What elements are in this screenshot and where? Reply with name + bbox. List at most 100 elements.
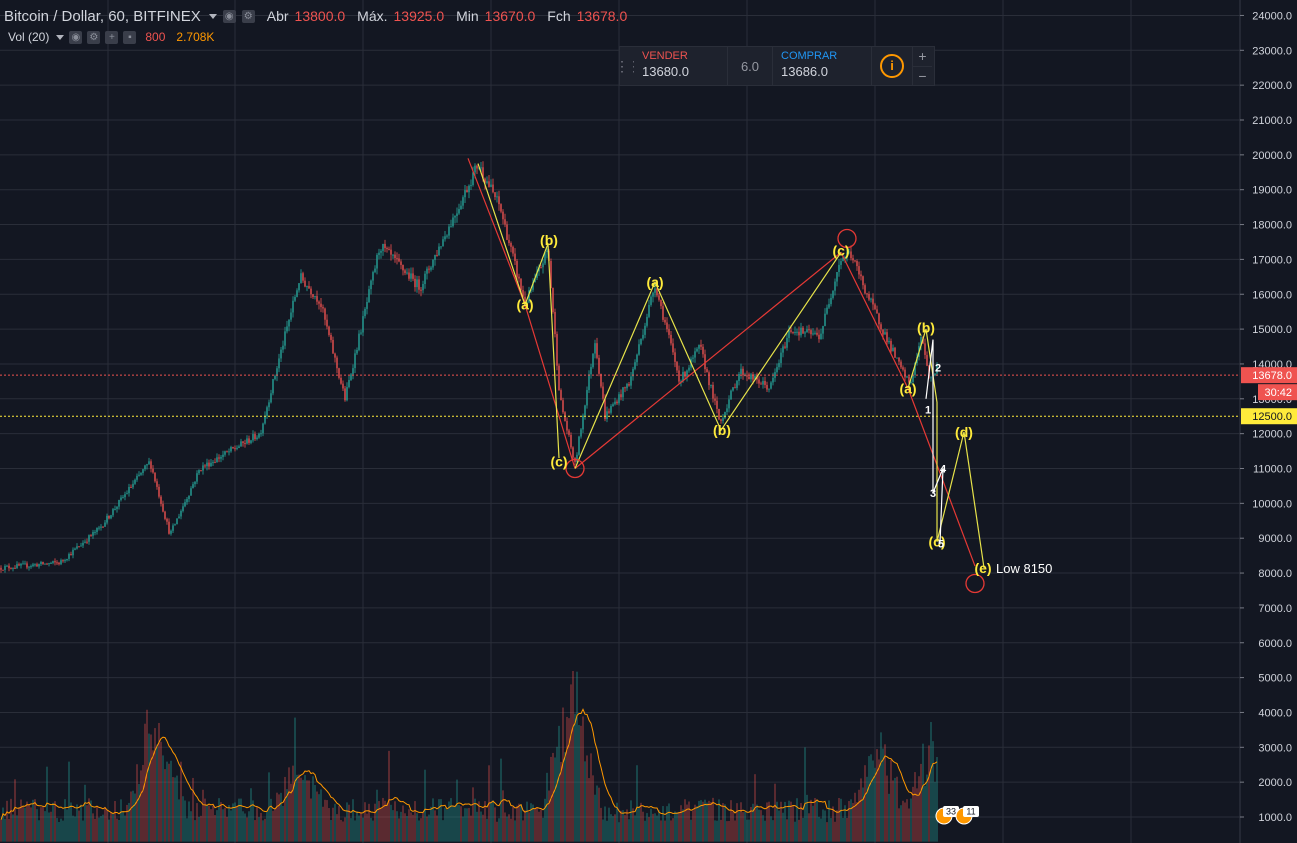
- volume-bar: [638, 806, 640, 842]
- candle-body: [578, 436, 580, 455]
- wave-label: (a): [516, 297, 533, 313]
- wave-label: (d): [955, 424, 973, 440]
- volume-bar: [502, 790, 504, 842]
- increase-quantity-button[interactable]: +: [912, 47, 932, 66]
- price-tick-label: 16000.0: [1252, 289, 1292, 301]
- chevron-down-icon[interactable]: [208, 13, 217, 19]
- volume-bar: [204, 798, 206, 842]
- gear-icon[interactable]: ⚙: [241, 9, 255, 23]
- candle-body: [226, 451, 228, 453]
- buy-button[interactable]: COMPRAR 13686.0: [772, 47, 872, 85]
- volume-bar: [264, 818, 266, 842]
- candle-body: [460, 205, 462, 210]
- candle-body: [900, 361, 902, 368]
- chevron-down-icon[interactable]: [56, 34, 65, 40]
- candle-body: [88, 535, 90, 542]
- candle-body: [816, 332, 818, 335]
- candle-body: [456, 213, 458, 216]
- volume-bar: [828, 800, 830, 842]
- wave-label: 1: [925, 404, 931, 416]
- candle-body: [152, 468, 154, 473]
- candle-body: [842, 257, 844, 262]
- candle-body: [858, 266, 860, 275]
- volume-bar: [918, 776, 920, 842]
- candle-body: [740, 368, 742, 374]
- volume-bar: [394, 801, 396, 842]
- candle-body: [864, 285, 866, 294]
- volume-bar: [254, 820, 256, 842]
- candle-body: [146, 464, 148, 466]
- candle-body: [720, 419, 722, 421]
- volume-bar: [768, 801, 770, 842]
- candle-body: [142, 469, 144, 473]
- volume-bar: [176, 775, 178, 842]
- candle-body: [490, 184, 492, 187]
- volume-bar: [134, 793, 136, 842]
- volume-bar: [588, 778, 590, 842]
- candle-body: [194, 481, 196, 485]
- candle-body: [288, 319, 290, 327]
- wave-label: (b): [917, 319, 935, 335]
- gear-icon[interactable]: ⚙: [87, 30, 101, 44]
- candle-body: [114, 508, 116, 510]
- candle-body: [412, 273, 414, 279]
- volume-bar: [746, 819, 748, 842]
- candle-body: [632, 368, 634, 377]
- volume-bar: [660, 820, 662, 842]
- volume-bar: [664, 820, 666, 842]
- candle-body: [102, 526, 104, 528]
- volume-bar: [192, 777, 194, 842]
- candle-body: [0, 567, 2, 570]
- countdown-label: 30:42: [1264, 387, 1292, 399]
- eye-icon[interactable]: ◉: [69, 30, 83, 44]
- info-button[interactable]: i: [872, 47, 912, 85]
- volume-bar: [900, 805, 902, 842]
- white-wave-line: [925, 339, 944, 544]
- candle-body: [338, 368, 340, 378]
- candle-body: [782, 346, 784, 353]
- candle-body: [360, 332, 362, 334]
- candle-body: [860, 274, 862, 277]
- volume-bar: [222, 809, 224, 842]
- candle-body: [522, 290, 524, 297]
- buy-label: COMPRAR: [781, 50, 838, 62]
- volume-bar: [710, 802, 712, 842]
- candle-body: [344, 388, 346, 401]
- candle-body: [364, 308, 366, 317]
- volume-bar: [154, 728, 156, 842]
- volume-bar: [626, 809, 628, 842]
- eye-icon[interactable]: ◉: [222, 9, 236, 23]
- volume-bar: [28, 804, 30, 842]
- symbol-title[interactable]: Bitcoin / Dollar, 60, BITFINEX: [4, 7, 201, 25]
- candle-body: [882, 329, 884, 335]
- decrease-quantity-button[interactable]: −: [912, 65, 932, 85]
- quantity-field[interactable]: 6.0: [740, 58, 760, 74]
- candle-body: [880, 324, 882, 330]
- volume-bar: [516, 805, 518, 842]
- candle-body: [130, 486, 132, 488]
- candle-body: [420, 289, 422, 291]
- wave-label: (e): [974, 560, 991, 576]
- more-icon[interactable]: ▪: [123, 30, 137, 44]
- candle-body: [874, 304, 876, 310]
- candle-body: [284, 331, 286, 346]
- candle-body: [432, 259, 434, 268]
- candle-body: [450, 226, 452, 228]
- candle-body: [394, 254, 396, 259]
- sell-button[interactable]: VENDER 13680.0: [634, 47, 728, 85]
- volume-bar: [830, 818, 832, 842]
- volume-bar: [384, 800, 386, 842]
- candle-body: [920, 336, 922, 347]
- candle-body: [244, 442, 246, 444]
- volume-bar: [902, 800, 904, 842]
- candle-body: [184, 502, 186, 507]
- volume-bar: [498, 818, 500, 842]
- volume-bars: [0, 671, 938, 842]
- drag-handle-icon[interactable]: ⋮⋮: [615, 57, 641, 74]
- price-tick-label: 10000.0: [1252, 498, 1292, 510]
- volume-bar: [866, 776, 868, 842]
- volume-indicator-label[interactable]: Vol (20): [8, 30, 50, 44]
- add-icon[interactable]: +: [105, 30, 119, 44]
- candle-body: [270, 393, 272, 403]
